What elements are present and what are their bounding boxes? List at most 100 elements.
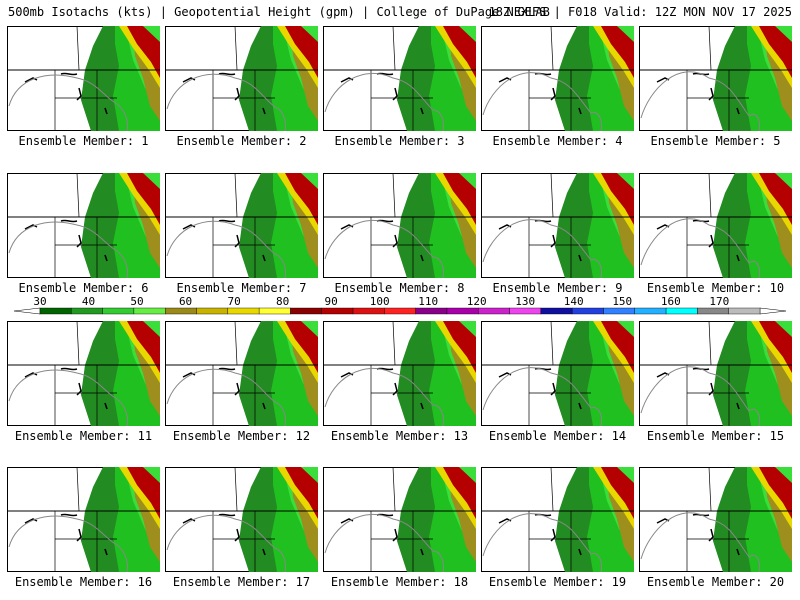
- height-contour: [324, 72, 444, 131]
- height-contour: [482, 72, 602, 131]
- colorbar-tick-label: 100: [370, 296, 390, 308]
- colorbar-swatch: [196, 307, 229, 315]
- colorbar-swatch: [39, 307, 72, 315]
- panel-label: Ensemble Member: 5: [650, 134, 781, 148]
- state-lines: [528, 321, 591, 426]
- isotach-band-50b: [777, 467, 792, 481]
- colorbar-tick-label: 30: [33, 296, 46, 308]
- map-panel: [165, 321, 318, 426]
- coastline: [24, 72, 108, 115]
- isotach-band-50b: [777, 26, 792, 40]
- coastline: [182, 367, 266, 410]
- map-panel: [481, 26, 634, 131]
- height-contour: [640, 512, 760, 572]
- height-contour: [640, 71, 760, 131]
- isotach-band-50b: [619, 26, 634, 40]
- map-panel: [323, 26, 476, 131]
- colorbar-swatch: [634, 307, 667, 315]
- state-lines: [212, 467, 275, 572]
- panel-label: Ensemble Member: 8: [334, 281, 465, 295]
- state-lines: [528, 26, 591, 131]
- colorbar-swatch: [102, 307, 135, 315]
- coastline: [340, 513, 424, 556]
- panel-label: Ensemble Member: 10: [646, 281, 785, 295]
- colorbar-swatch: [290, 307, 322, 315]
- colorbar-tick-label: 140: [564, 296, 584, 308]
- panel-label: Ensemble Member: 14: [488, 429, 627, 443]
- isotach-band-50b: [777, 173, 792, 187]
- isotach-band-50b: [461, 467, 476, 481]
- panel-label: Ensemble Member: 16: [14, 575, 153, 589]
- colorbar-swatch: [571, 307, 604, 315]
- map-panel: [7, 26, 160, 131]
- colorbar-swatch: [603, 307, 635, 315]
- colorbar-swatch: [321, 307, 354, 315]
- state-lines: [528, 173, 591, 278]
- isotach-band-50b: [303, 26, 318, 40]
- coastline: [340, 219, 424, 262]
- map-panel: [639, 173, 792, 278]
- state-lines: [686, 467, 749, 572]
- isotach-band-80: [601, 321, 634, 373]
- height-contour: [166, 368, 286, 426]
- panel-label: Ensemble Member: 15: [646, 429, 785, 443]
- coastline: [24, 513, 108, 556]
- isotach-band-80: [285, 467, 318, 519]
- panel-label: Ensemble Member: 20: [646, 575, 785, 589]
- colorbar-tick-label: 80: [276, 296, 289, 308]
- state-lines: [54, 321, 117, 426]
- isotach-band-80: [759, 26, 792, 78]
- colorbar-tick-label: 120: [467, 296, 487, 308]
- coastline: [340, 72, 424, 115]
- isotach-band-50b: [145, 467, 160, 481]
- panel-label: Ensemble Member: 2: [176, 134, 307, 148]
- isotach-band-80: [759, 321, 792, 373]
- coastline: [24, 367, 108, 410]
- map-panel: [7, 467, 160, 572]
- state-lines: [370, 467, 433, 572]
- isotach-band-50b: [145, 26, 160, 40]
- state-lines: [212, 173, 275, 278]
- height-contour: [324, 513, 444, 572]
- height-contour: [482, 513, 602, 572]
- map-panel: [481, 467, 634, 572]
- height-contour: [8, 515, 128, 572]
- isotach-band-50b: [303, 173, 318, 187]
- height-contour: [8, 221, 128, 278]
- colorbar-swatch: [415, 307, 448, 315]
- coastline: [24, 219, 108, 262]
- colorbar-swatch: [71, 307, 103, 315]
- colorbar-swatch: [165, 307, 197, 315]
- height-contour: [482, 367, 602, 426]
- colorbar-tick-label: 90: [325, 296, 338, 308]
- height-contour: [166, 220, 286, 278]
- isotach-band-80: [601, 26, 634, 78]
- isotach-band-80: [443, 173, 476, 225]
- map-panel: [481, 321, 634, 426]
- panel-label: Ensemble Member: 13: [330, 429, 469, 443]
- height-contour: [166, 514, 286, 572]
- state-lines: [370, 26, 433, 131]
- isotach-band-80: [601, 173, 634, 225]
- colorbar-swatch: [509, 307, 542, 315]
- colorbar-left-arrow: [13, 307, 41, 315]
- panel-label: Ensemble Member: 17: [172, 575, 311, 589]
- colorbar-tick-label: 160: [661, 296, 681, 308]
- isotach-band-80: [285, 26, 318, 78]
- isotach-band-50b: [145, 321, 160, 335]
- height-contour: [8, 74, 128, 131]
- height-contour: [324, 219, 444, 278]
- map-panel: [165, 26, 318, 131]
- panel-label: Ensemble Member: 12: [172, 429, 311, 443]
- panel-label: Ensemble Member: 7: [176, 281, 307, 295]
- isotach-band-50b: [619, 321, 634, 335]
- map-panel: [7, 173, 160, 278]
- isotach-band-50b: [777, 321, 792, 335]
- colorbar-tick-label: 70: [227, 296, 240, 308]
- state-lines: [54, 467, 117, 572]
- colorbar-tick-label: 170: [709, 296, 729, 308]
- isotach-band-50b: [303, 467, 318, 481]
- isotach-band-80: [127, 467, 160, 519]
- isotach-band-80: [127, 321, 160, 373]
- state-lines: [54, 173, 117, 278]
